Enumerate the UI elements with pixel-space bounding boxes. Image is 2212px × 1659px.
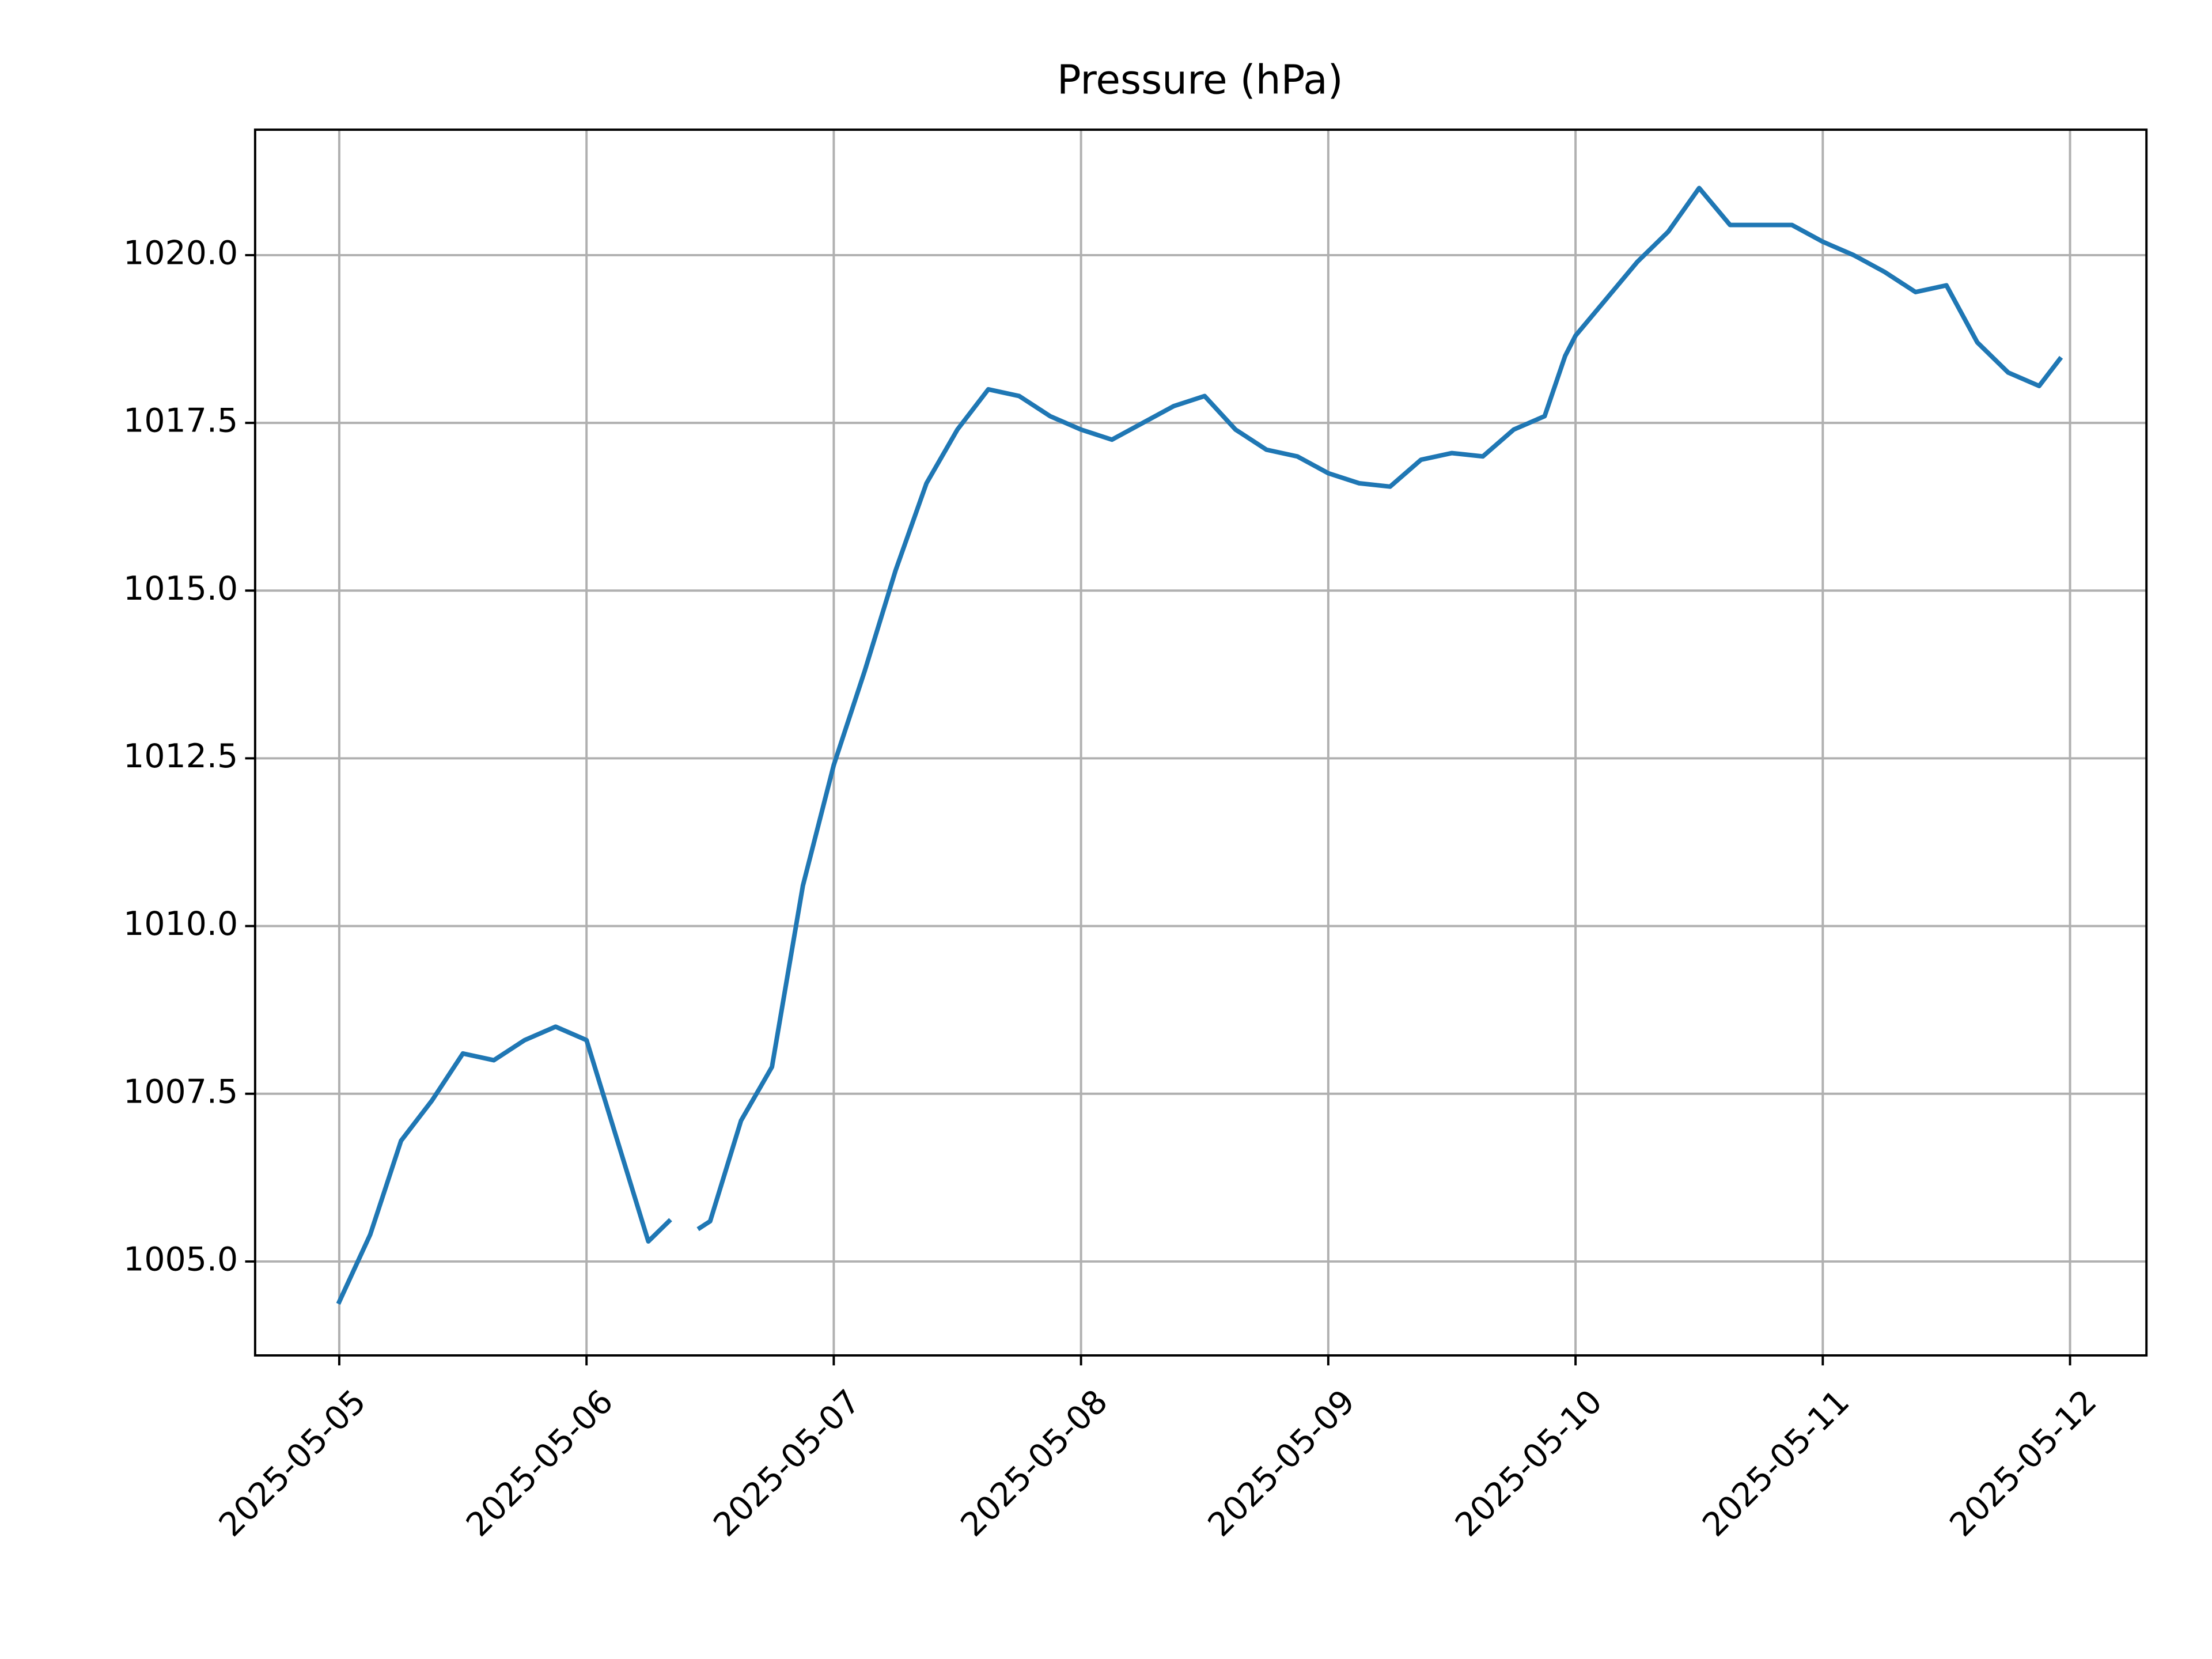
y-tick-label: 1015.0 <box>123 570 238 608</box>
y-tick-label: 1007.5 <box>123 1073 238 1111</box>
y-tick-label: 1012.5 <box>123 737 238 775</box>
axes-frame <box>253 128 2148 1357</box>
grid <box>255 130 2147 1355</box>
chart-title: Pressure (hPa) <box>1057 58 1343 104</box>
y-tick-label: 1005.0 <box>123 1241 238 1279</box>
y-tick-label: 1010.0 <box>123 905 238 943</box>
y-tick-label: 1017.5 <box>123 402 238 440</box>
data-line <box>336 185 2063 1305</box>
plot <box>336 185 2063 1305</box>
y-tick-label: 1020.0 <box>123 234 238 272</box>
